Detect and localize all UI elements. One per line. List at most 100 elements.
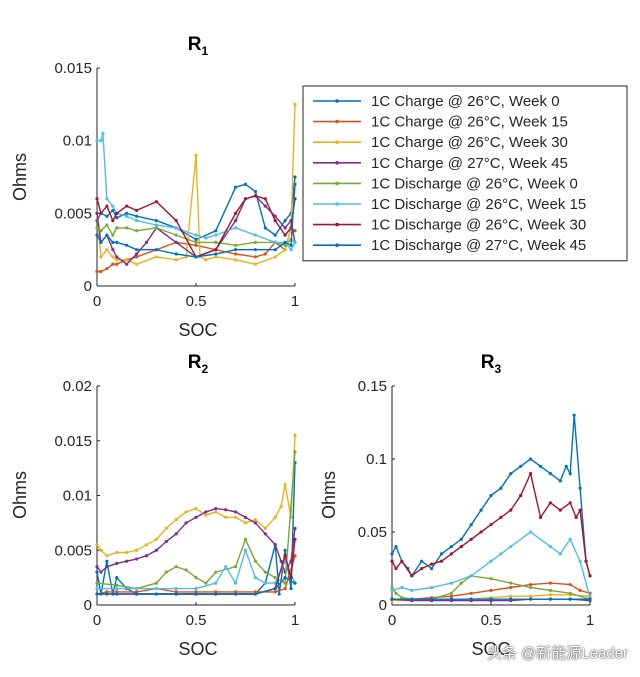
data-point xyxy=(263,204,267,208)
data-point xyxy=(283,243,287,247)
series-line xyxy=(96,176,296,241)
data-point xyxy=(135,586,139,591)
data-point xyxy=(509,472,513,476)
data-point xyxy=(135,557,139,561)
data-point xyxy=(548,597,553,601)
data-point xyxy=(283,233,287,237)
data-point xyxy=(99,139,103,143)
data-point xyxy=(273,219,277,223)
data-point xyxy=(277,592,281,596)
data-point xyxy=(469,523,473,527)
data-point xyxy=(390,585,394,590)
data-point xyxy=(273,590,277,594)
series-7 xyxy=(390,471,592,578)
data-point xyxy=(204,581,208,585)
data-point xyxy=(135,592,139,596)
data-point xyxy=(214,233,218,237)
data-point xyxy=(273,248,277,252)
data-point xyxy=(135,208,139,213)
data-point xyxy=(194,233,198,237)
data-point xyxy=(283,548,287,552)
data-point xyxy=(459,537,463,541)
data-point xyxy=(135,248,139,252)
data-point xyxy=(125,559,129,563)
y-tick-label: 0.1 xyxy=(366,451,387,468)
data-point xyxy=(253,521,257,525)
data-point xyxy=(253,559,257,563)
data-point xyxy=(578,588,582,593)
data-point xyxy=(509,545,513,549)
data-point xyxy=(174,592,178,596)
data-point xyxy=(420,559,424,563)
data-point xyxy=(449,545,453,549)
data-point xyxy=(548,545,553,549)
data-point xyxy=(253,262,257,266)
x-tick-label: 1 xyxy=(291,612,299,629)
data-point xyxy=(253,194,257,198)
data-point xyxy=(273,515,277,520)
data-point xyxy=(99,255,103,259)
y-tick-label: 0 xyxy=(379,597,387,614)
data-point xyxy=(224,508,228,512)
data-point xyxy=(390,552,394,556)
data-point xyxy=(154,581,158,585)
data-point xyxy=(283,240,287,244)
y-tick-label: 0.01 xyxy=(63,488,92,505)
data-point xyxy=(584,559,588,563)
series-4 xyxy=(95,507,297,574)
data-point xyxy=(283,581,287,585)
data-point xyxy=(509,594,513,598)
data-point xyxy=(95,570,99,574)
data-point xyxy=(449,597,453,601)
series-line xyxy=(96,507,296,574)
data-point xyxy=(234,565,238,569)
data-point xyxy=(234,510,238,514)
data-point xyxy=(174,532,178,536)
data-point xyxy=(95,586,99,591)
data-point xyxy=(263,581,267,585)
data-point xyxy=(289,576,293,580)
data-point xyxy=(135,262,139,266)
data-point xyxy=(214,229,218,233)
data-point xyxy=(509,585,513,590)
data-point xyxy=(390,588,394,593)
data-point xyxy=(509,508,513,512)
data-point xyxy=(293,450,297,454)
series-8 xyxy=(95,182,297,259)
y-tick-label: 0.005 xyxy=(54,542,92,559)
data-point xyxy=(273,543,277,547)
data-point xyxy=(578,559,582,563)
x-tick-label: 0 xyxy=(388,612,396,629)
data-point xyxy=(469,537,473,541)
data-point xyxy=(164,526,168,530)
data-point xyxy=(394,591,398,595)
legend-marker xyxy=(335,119,339,124)
data-point xyxy=(253,233,257,237)
data-point xyxy=(95,565,99,569)
data-point xyxy=(194,255,198,259)
x-axis-label: SOC xyxy=(178,320,217,340)
data-point xyxy=(125,258,129,262)
data-point xyxy=(105,565,109,569)
data-point xyxy=(174,219,178,223)
series-7 xyxy=(95,194,297,259)
data-point xyxy=(420,566,424,571)
y-axis-label: Ohms xyxy=(10,153,30,201)
data-point xyxy=(234,258,238,262)
data-point xyxy=(529,585,533,590)
series-line xyxy=(391,471,591,577)
data-point xyxy=(194,240,198,244)
data-point xyxy=(105,204,109,208)
data-point xyxy=(529,472,533,476)
series-6 xyxy=(95,131,297,252)
data-point xyxy=(390,597,394,601)
data-point xyxy=(95,581,99,585)
data-point xyxy=(125,226,129,230)
x-tick-label: 0.5 xyxy=(186,612,207,629)
data-point xyxy=(400,585,404,590)
data-point xyxy=(394,566,398,571)
data-point xyxy=(459,581,463,585)
legend-marker xyxy=(335,161,339,165)
data-point xyxy=(273,576,277,580)
data-point xyxy=(204,513,208,517)
